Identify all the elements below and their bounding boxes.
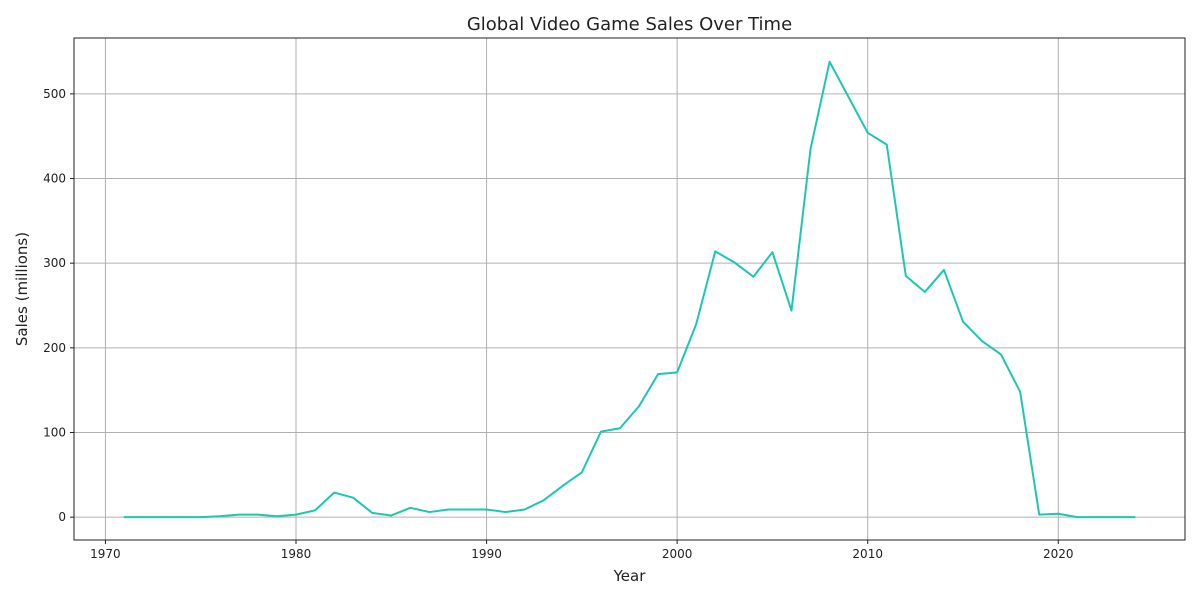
data-point — [295, 513, 297, 516]
data-point — [619, 427, 621, 430]
y-tick-label: 0 — [58, 510, 66, 524]
x-axis-title: Year — [613, 567, 647, 585]
data-point — [828, 60, 831, 63]
data-point — [523, 508, 526, 511]
chart-title: Global Video Game Sales Over Time — [467, 14, 792, 35]
data-point — [314, 509, 316, 512]
x-tick-label: 2010 — [852, 547, 883, 561]
data-point — [542, 499, 545, 502]
x-tick-label: 1980 — [281, 547, 312, 561]
x-tick-label: 1970 — [90, 547, 121, 561]
x-tick-label: 2020 — [1043, 547, 1074, 561]
data-point — [905, 275, 907, 277]
data-point — [562, 485, 564, 487]
data-point — [447, 508, 450, 511]
x-tick-label: 2000 — [662, 547, 693, 561]
data-point — [371, 512, 374, 514]
y-tick-label: 400 — [43, 172, 66, 186]
data-point — [123, 516, 126, 518]
data-point — [638, 405, 640, 408]
data-point — [466, 508, 469, 511]
data-point — [142, 516, 145, 518]
data-point — [218, 515, 221, 518]
data-point — [676, 371, 678, 374]
y-axis-title: Sales (millions) — [13, 232, 31, 346]
data-point — [924, 291, 926, 293]
data-point — [428, 511, 431, 513]
y-tick-label: 500 — [43, 87, 66, 101]
data-point — [1019, 391, 1021, 393]
data-point — [504, 511, 507, 513]
data-point — [847, 96, 850, 99]
data-point — [1076, 516, 1079, 518]
axis-ticks: 1970 1980 1990 2000 2010 2020 0 100 200 300 400 500 — [43, 87, 1073, 561]
data-point — [485, 508, 488, 511]
data-point — [790, 309, 793, 312]
data-point — [981, 340, 983, 342]
series-group — [123, 60, 1136, 519]
data-point — [409, 507, 412, 509]
y-tick-label: 200 — [43, 341, 66, 355]
data-point — [885, 143, 888, 146]
data-point — [581, 471, 583, 474]
data-point — [257, 513, 259, 516]
data-point — [657, 373, 659, 375]
data-point — [1095, 516, 1098, 518]
data-point — [276, 515, 278, 518]
data-point — [390, 514, 393, 517]
y-tick-label: 100 — [43, 425, 66, 439]
data-point — [161, 516, 164, 518]
data-point — [733, 261, 736, 264]
plot-area-frame — [73, 37, 1186, 541]
series-line — [123, 60, 1136, 519]
data-point — [352, 496, 354, 499]
data-point — [695, 323, 697, 325]
data-point — [809, 148, 812, 150]
grid-lines — [74, 38, 1185, 540]
data-point — [238, 513, 240, 516]
data-point — [333, 491, 335, 494]
data-point — [714, 250, 717, 253]
data-point — [771, 251, 774, 253]
data-point — [866, 132, 869, 134]
data-point — [199, 516, 202, 518]
data-point — [1114, 516, 1117, 518]
data-point — [943, 269, 945, 271]
data-point — [600, 430, 602, 433]
data-point — [752, 275, 755, 278]
data-point — [1038, 513, 1041, 516]
data-point — [180, 516, 183, 518]
data-point — [1133, 516, 1136, 518]
x-tick-label: 1990 — [471, 547, 502, 561]
data-point — [1057, 512, 1060, 515]
y-tick-label: 300 — [43, 256, 66, 270]
data-point — [962, 320, 964, 323]
data-point — [1000, 353, 1002, 356]
